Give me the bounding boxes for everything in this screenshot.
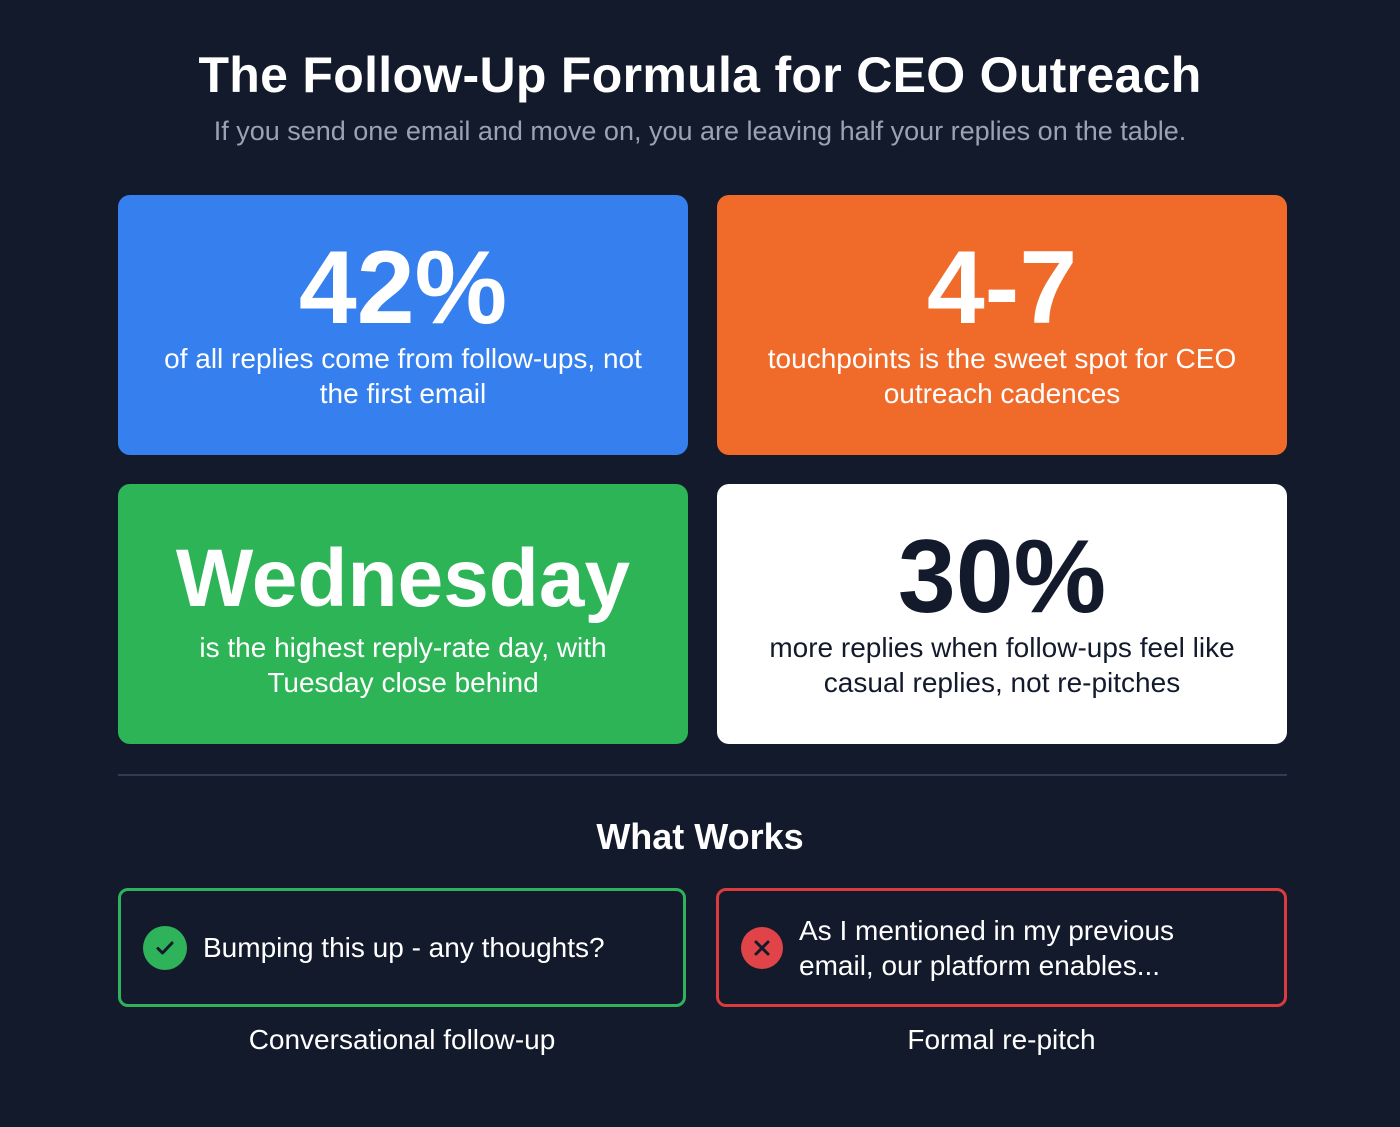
what-works-heading: What Works bbox=[596, 816, 804, 857]
bad-example-caption: Formal re-pitch bbox=[907, 1024, 1096, 1055]
page-title: The Follow-Up Formula for CEO Outreach bbox=[198, 47, 1202, 103]
stat-description: more replies when follow-ups feel like c… bbox=[769, 632, 1235, 698]
stat-card-touchpoints: 4-7 touchpoints is the sweet spot for CE… bbox=[717, 195, 1287, 455]
good-example-caption: Conversational follow-up bbox=[248, 1024, 556, 1055]
stat-value: 30% bbox=[897, 519, 1107, 635]
page-subtitle: If you send one email and move on, you a… bbox=[213, 116, 1187, 146]
section-divider bbox=[118, 774, 1287, 776]
bad-example-box: As I mentioned in my previous email, our… bbox=[716, 888, 1287, 1007]
stat-card-casual-replies: 30% more replies when follow-ups feel li… bbox=[717, 484, 1287, 744]
stat-description: touchpoints is the sweet spot for CEO ou… bbox=[767, 343, 1237, 409]
stat-description: of all replies come from follow-ups, not… bbox=[164, 343, 642, 409]
bad-example-text: As I mentioned in my previous email, our… bbox=[799, 914, 1175, 981]
good-example-box: Bumping this up - any thoughts? bbox=[118, 888, 686, 1007]
stat-description: is the highest reply-rate day, with Tues… bbox=[199, 632, 607, 698]
stat-card-follow-ups: 42% of all replies come from follow-ups,… bbox=[118, 195, 688, 455]
stat-value: 42% bbox=[298, 230, 508, 346]
x-circle-icon bbox=[741, 926, 783, 969]
stat-card-best-day: Wednesday is the highest reply-rate day,… bbox=[118, 484, 688, 744]
stat-value: Wednesday bbox=[175, 533, 631, 624]
good-example-text: Bumping this up - any thoughts? bbox=[203, 932, 605, 963]
stat-value: 4-7 bbox=[926, 230, 1078, 346]
check-circle-icon bbox=[143, 925, 187, 970]
